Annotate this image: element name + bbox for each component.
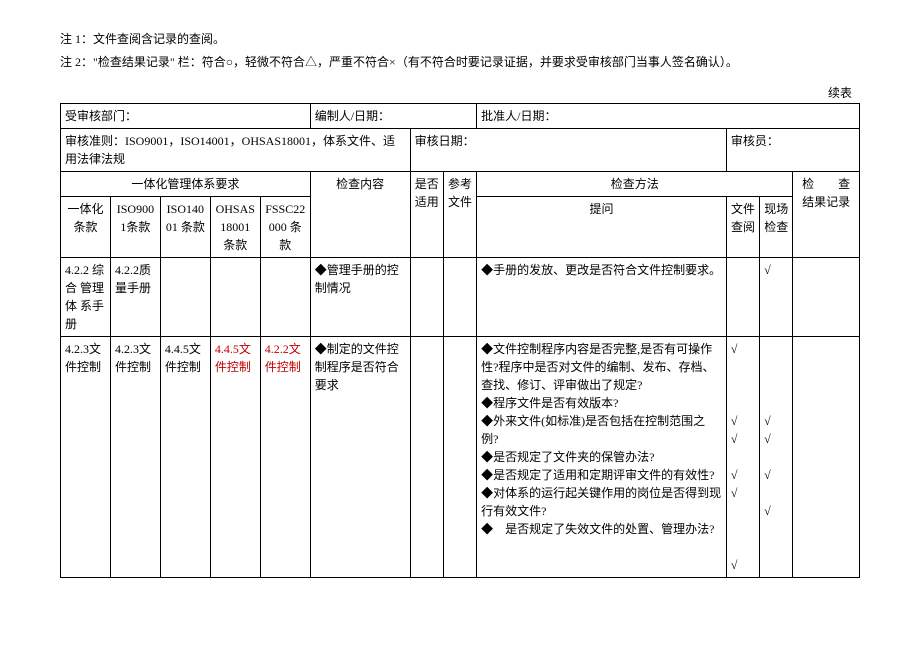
r2s1 xyxy=(764,340,788,412)
notes: 注 1：文件查阅含记录的查阅。 注 2："检查结果记录" 栏：符合○，轻微不符合… xyxy=(60,30,860,72)
r1res xyxy=(793,258,860,337)
data-row-2: 4.2.3文件控制 4.2.3文件控制 4.4.5文件控制 4.4.5文件控制 … xyxy=(61,337,860,578)
r2d4: √ xyxy=(731,466,755,484)
auditor-cell: 审核员： xyxy=(726,129,859,172)
r2site: √ √ √ √ xyxy=(760,337,793,578)
data-row-1: 4.2.2 综 合 管理 体 系手册 4.2.2质量手册 ◆管理手册的控制情况 … xyxy=(61,258,860,337)
continuation-label: 续表 xyxy=(60,84,860,101)
r2ref xyxy=(443,337,476,578)
audit-table: 受审核部门： 编制人/日期： 批准人/日期： 审核准则：ISO9001，ISO1… xyxy=(60,103,860,578)
r2s5: √ xyxy=(764,466,788,502)
r1c2: 4.2.2质量手册 xyxy=(110,258,160,337)
r1doc xyxy=(726,258,759,337)
r2apply xyxy=(410,337,443,578)
col-result: 检 查结果记录 xyxy=(793,172,860,258)
dept-cell: 受审核部门： xyxy=(61,104,311,129)
r2ask1: ◆文件控制程序内容是否完整,是否有可操作性?程序中是否对文件的编制、发布、存档、… xyxy=(481,340,722,394)
r2res xyxy=(793,337,860,578)
r1c3 xyxy=(160,258,210,337)
col-site: 现场检查 xyxy=(760,197,793,258)
col-c5: FSSC22000 条款 xyxy=(260,197,310,258)
r2s6: √ xyxy=(764,502,788,538)
r2ask2: ◆程序文件是否有效版本? xyxy=(481,394,722,412)
r1c1: 4.2.2 综 合 管理 体 系手册 xyxy=(61,258,111,337)
colhead-row-1: 一体化管理体系要求 检查内容 是否适用 参考文件 检查方法 检 查结果记录 xyxy=(61,172,860,197)
r2d6 xyxy=(731,520,755,556)
note-2: 注 2："检查结果记录" 栏：符合○，轻微不符合△，严重不符合×（有不符合时要记… xyxy=(60,53,860,72)
r1site: √ xyxy=(760,258,793,337)
r2c3: 4.4.5文件控制 xyxy=(160,337,210,578)
r2ask6: ◆对体系的运行起关键作用的岗位是否得到现行有效文件? xyxy=(481,484,722,520)
col-c3: ISO14001 条款 xyxy=(160,197,210,258)
r2d1: √ xyxy=(731,340,755,412)
appr-cell: 批准人/日期： xyxy=(477,104,860,129)
r2c5: 4.2.2文件控制 xyxy=(260,337,310,578)
col-c4: OHSAS18001条款 xyxy=(210,197,260,258)
r2doc: √ √ √ √ √ √ xyxy=(726,337,759,578)
r2chk: ◆制定的文件控制程序是否符合要求 xyxy=(310,337,410,578)
col-doc: 文件查阅 xyxy=(726,197,759,258)
r2s2: √ xyxy=(764,412,788,430)
header-row-2: 审核准则：ISO9001，ISO14001，OHSAS18001，体系文件、适用… xyxy=(61,129,860,172)
r2c2: 4.2.3文件控制 xyxy=(110,337,160,578)
r2d2: √ xyxy=(731,412,755,430)
r2ask3: ◆外来文件(如标准)是否包括在控制范围之例? xyxy=(481,412,722,448)
r1apply xyxy=(410,258,443,337)
col-c1: 一体化条款 xyxy=(61,197,111,258)
col-ask: 提问 xyxy=(477,197,727,258)
r2ask5: ◆是否规定了适用和定期评审文件的有效性? xyxy=(481,466,722,484)
col-c2: ISO9001条款 xyxy=(110,197,160,258)
r1c5 xyxy=(260,258,310,337)
r2d7: √ xyxy=(731,556,755,574)
col-ref: 参考文件 xyxy=(443,172,476,258)
r2ask: ◆文件控制程序内容是否完整,是否有可操作性?程序中是否对文件的编制、发布、存档、… xyxy=(477,337,727,578)
r2d5: √ xyxy=(731,484,755,520)
header-row-1: 受审核部门： 编制人/日期： 批准人/日期： xyxy=(61,104,860,129)
r1ask: ◆手册的发放、更改是否符合文件控制要求。 xyxy=(477,258,727,337)
col-apply: 是否适用 xyxy=(410,172,443,258)
criteria-cell: 审核准则：ISO9001，ISO14001，OHSAS18001，体系文件、适用… xyxy=(61,129,411,172)
col-chk: 检查内容 xyxy=(310,172,410,258)
audit-date-cell: 审核日期： xyxy=(410,129,726,172)
prep-cell: 编制人/日期： xyxy=(310,104,476,129)
r2s3: √ xyxy=(764,430,788,466)
note-1: 注 1：文件查阅含记录的查阅。 xyxy=(60,30,860,49)
r1c4 xyxy=(210,258,260,337)
r2ask7: ◆ 是否规定了失效文件的处置、管理办法? xyxy=(481,520,722,538)
r2d3: √ xyxy=(731,430,755,466)
col-req: 一体化管理体系要求 xyxy=(61,172,311,197)
r2c1: 4.2.3文件控制 xyxy=(61,337,111,578)
col-method: 检查方法 xyxy=(477,172,793,197)
r2c4: 4.4.5文件控制 xyxy=(210,337,260,578)
r2ask4: ◆是否规定了文件夹的保管办法? xyxy=(481,448,722,466)
r1ref xyxy=(443,258,476,337)
r1chk: ◆管理手册的控制情况 xyxy=(310,258,410,337)
